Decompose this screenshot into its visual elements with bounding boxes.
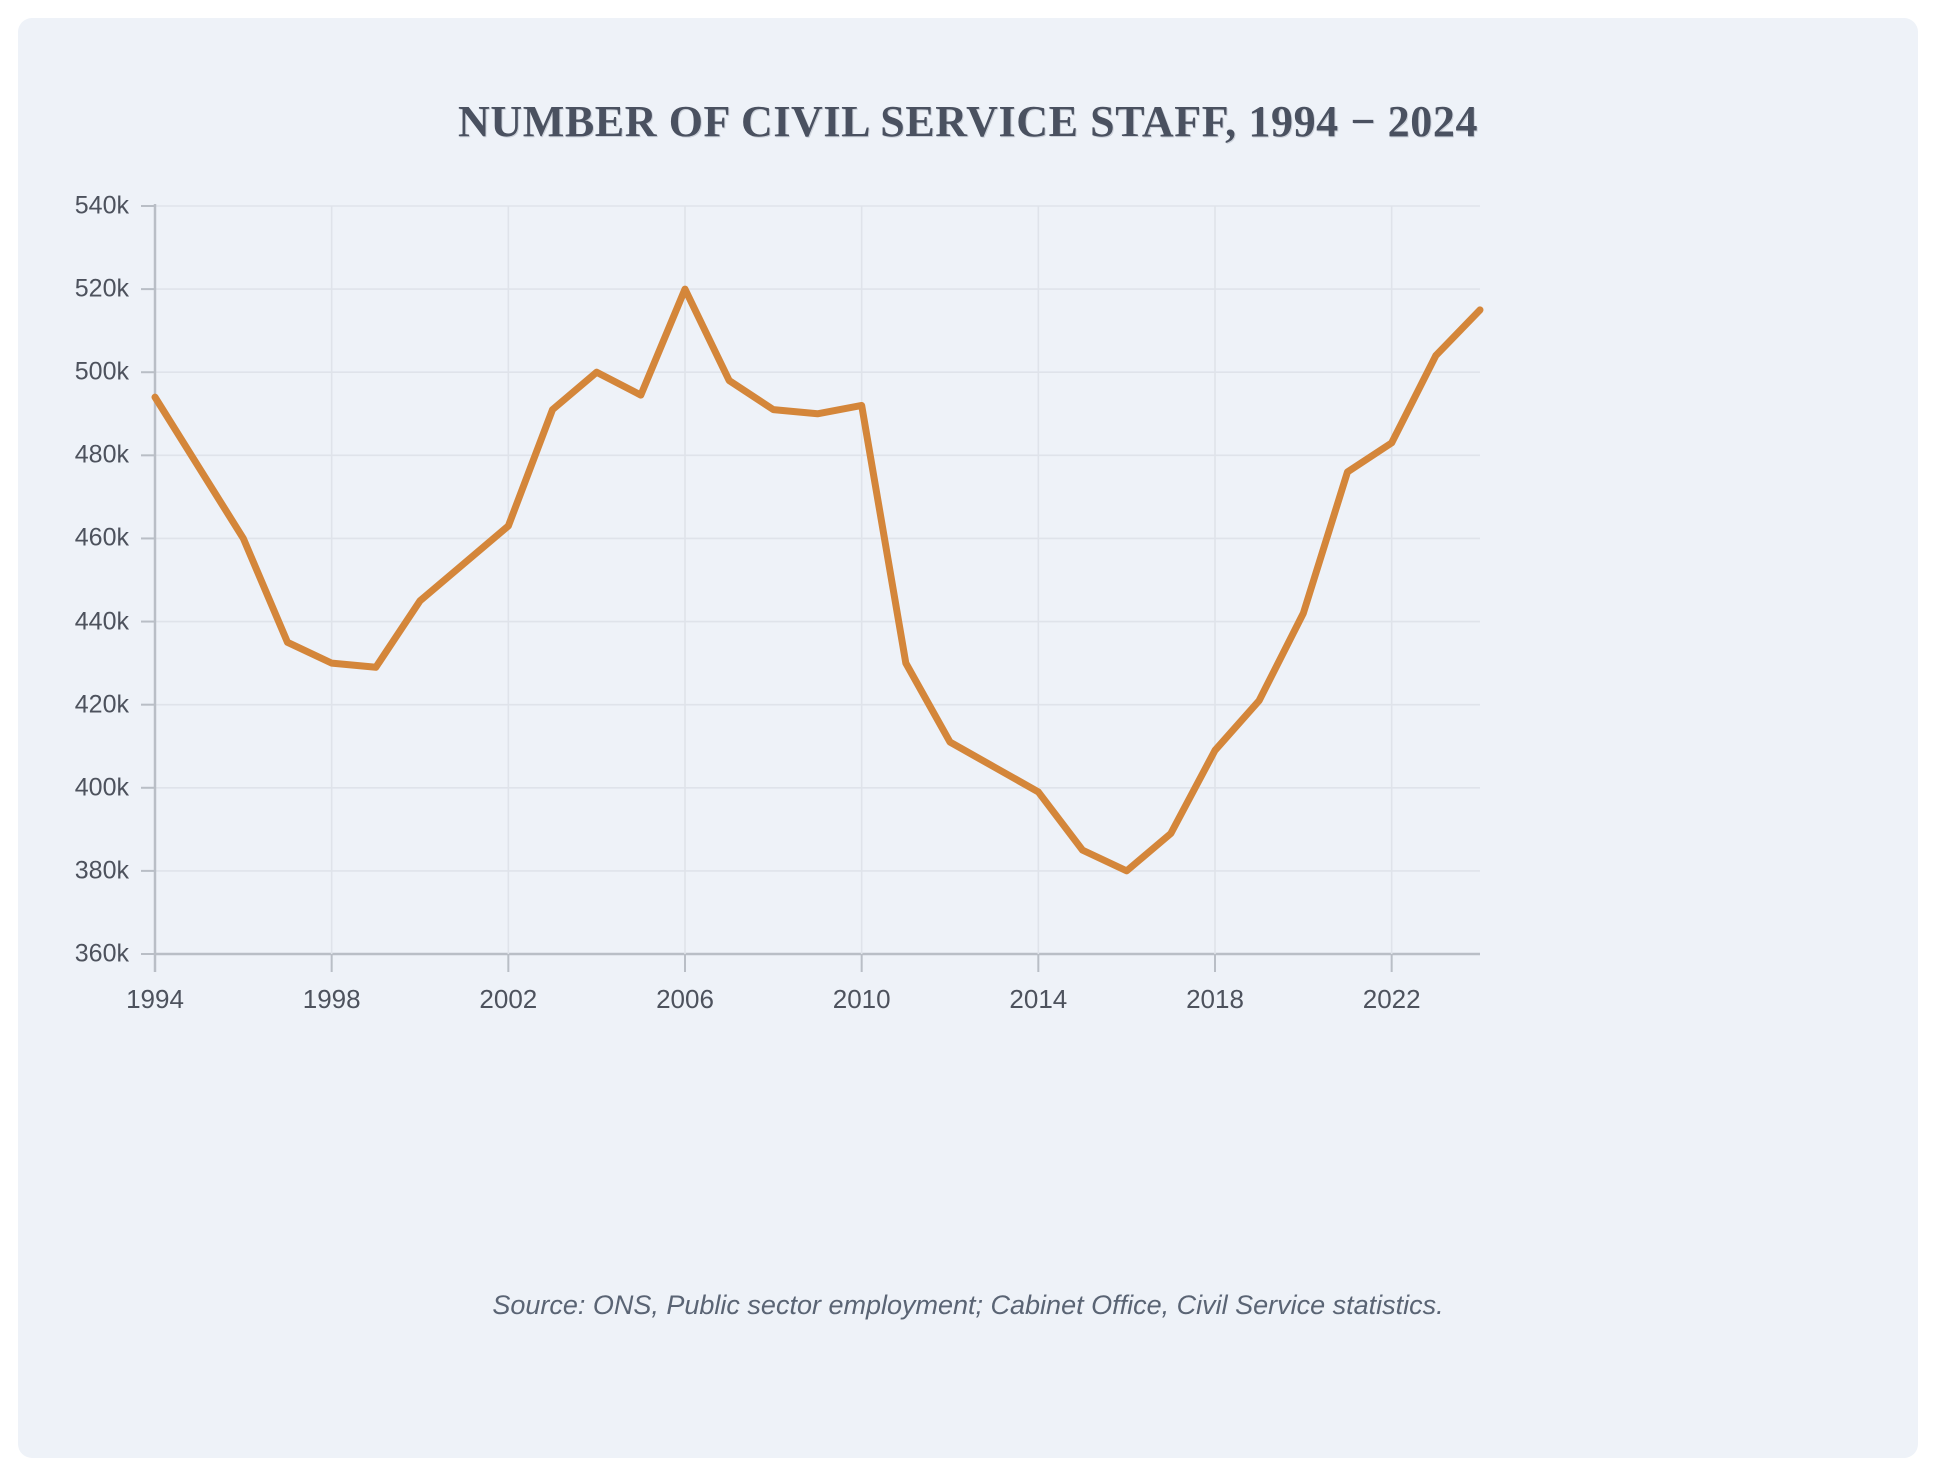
x-tick-label: 2006 bbox=[656, 984, 714, 1014]
page-title: NUMBER OF CIVIL SERVICE STAFF, 1994 − 20… bbox=[457, 97, 1479, 146]
y-tick-label: 460k bbox=[74, 523, 129, 552]
y-tick-label: 360k bbox=[74, 939, 129, 968]
x-tick-label: 2010 bbox=[832, 984, 891, 1014]
y-tick-label: 480k bbox=[74, 440, 129, 469]
plot-area: 360k 380k 400k 420k 440k 460k 480k 500k 520k 540k… bbox=[18, 18, 1918, 1458]
y-tick-label: 520k bbox=[74, 274, 129, 303]
y-tick-label: 540k bbox=[74, 191, 129, 220]
chart-card: NUMBER OF CIVIL SERVICE STAFF, 1994 − 20… bbox=[18, 18, 1918, 1458]
y-tick-label: 500k bbox=[74, 357, 129, 386]
y-tick-label: 420k bbox=[74, 690, 129, 719]
grid-lines bbox=[154, 205, 1480, 956]
y-tick-label: 440k bbox=[74, 607, 129, 636]
x-tick-label: 2002 bbox=[479, 984, 538, 1014]
source-caption: Source: ONS, Public sector employment; C… bbox=[492, 1290, 1444, 1320]
y-tick-label: 380k bbox=[74, 856, 129, 885]
line-chart-svg bbox=[141, 204, 1484, 972]
y-tick-label: 400k bbox=[74, 773, 129, 802]
tick-marks bbox=[141, 205, 1393, 972]
x-tick-label: 2022 bbox=[1362, 984, 1421, 1014]
x-tick-label: 1998 bbox=[302, 984, 361, 1014]
x-tick-label: 1994 bbox=[126, 984, 184, 1014]
data-series-line bbox=[151, 285, 1484, 875]
x-tick-label: 2018 bbox=[1186, 984, 1244, 1014]
x-tick-label: 2014 bbox=[1009, 984, 1068, 1014]
